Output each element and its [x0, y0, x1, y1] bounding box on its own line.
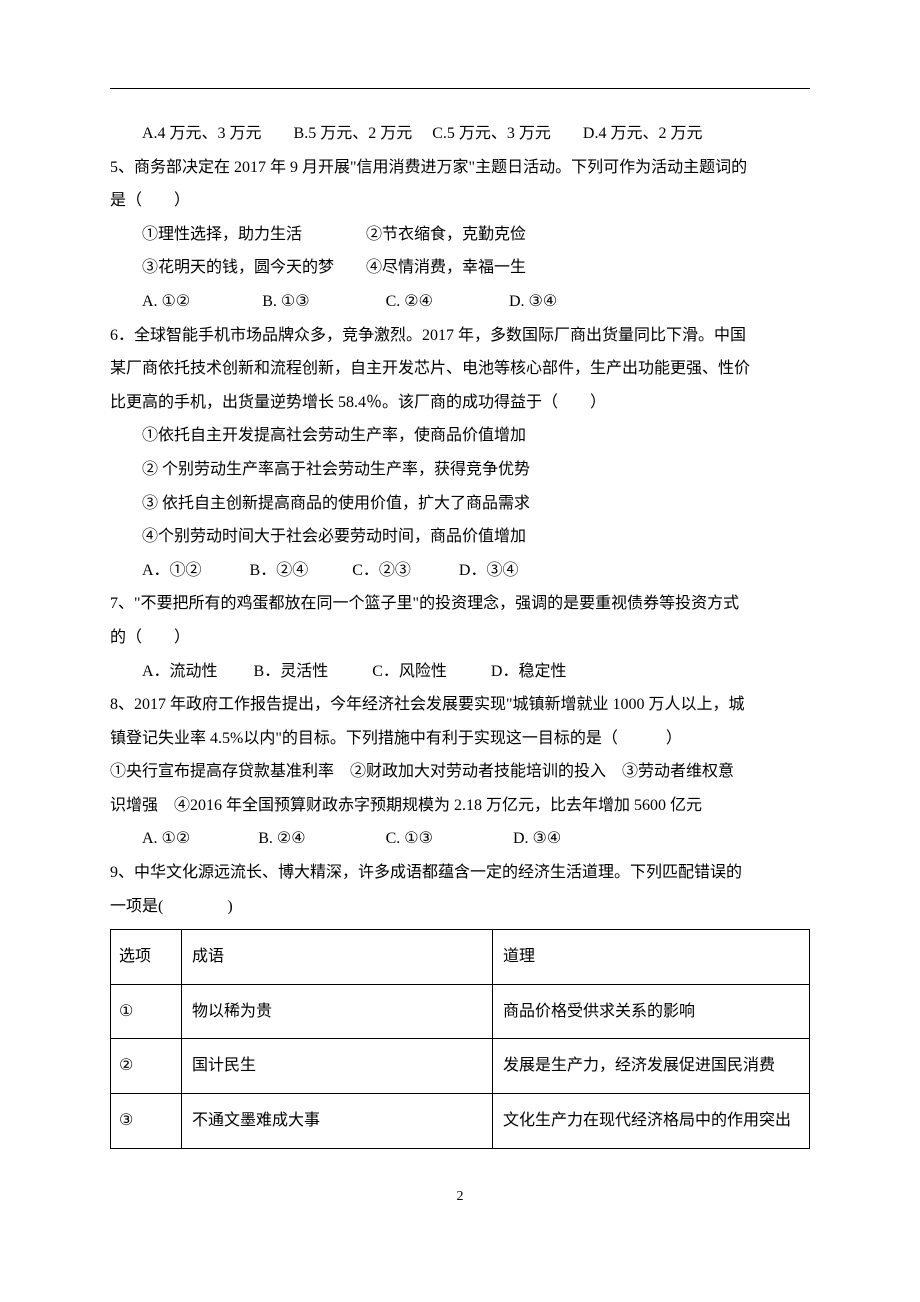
table-cell-idiom: 国计民生 — [182, 1039, 493, 1094]
page-number: 2 — [110, 1189, 810, 1205]
table-cell-option: ② — [111, 1039, 182, 1094]
table-header-idiom: 成语 — [182, 930, 493, 985]
q9-stem-line2: 一项是( ) — [110, 890, 810, 924]
q5-item2: ③花明天的钱，圆今天的梦 ④尽情消费，幸福一生 — [110, 251, 810, 285]
q8-stem-line2: 镇登记失业率 4.5%以内"的目标。下列措施中有利于实现这一目标的是（ ） — [110, 722, 810, 756]
q4-options: A.4 万元、3 万元 B.5 万元、2 万元 C.5 万元、3 万元 D.4 … — [110, 117, 810, 151]
table-cell-reason: 商品价格受供求关系的影响 — [493, 984, 810, 1039]
table-cell-option: ③ — [111, 1094, 182, 1149]
q7-stem-line2: 的（ ） — [110, 621, 810, 655]
q5-item1: ①理性选择，助力生活 ②节衣缩食，克勤克俭 — [110, 218, 810, 252]
table-header-option: 选项 — [111, 930, 182, 985]
q6-stem-line1: 6．全球智能手机市场品牌众多，竞争激烈。2017 年，多数国际厂商出货量同比下滑… — [110, 319, 810, 353]
document-page: A.4 万元、3 万元 B.5 万元、2 万元 C.5 万元、3 万元 D.4 … — [0, 0, 920, 1245]
table-cell-reason: 发展是生产力，经济发展促进国民消费 — [493, 1039, 810, 1094]
table-row: ② 国计民生 发展是生产力，经济发展促进国民消费 — [111, 1039, 810, 1094]
table-cell-option: ① — [111, 984, 182, 1039]
q8-stem-line4: 识增强 ④2016 年全国预算财政赤字预期规模为 2.18 万亿元，比去年增加 … — [110, 789, 810, 823]
q6-item4: ④个别劳动时间大于社会必要劳动时间，商品价值增加 — [110, 520, 810, 554]
table-header-reason: 道理 — [493, 930, 810, 985]
table-header-row: 选项 成语 道理 — [111, 930, 810, 985]
q5-stem-line2: 是（ ） — [110, 184, 810, 218]
q6-item2: ② 个别劳动生产率高于社会劳动生产率，获得竞争优势 — [110, 453, 810, 487]
q6-item1: ①依托自主开发提高社会劳动生产率，使商品价值增加 — [110, 419, 810, 453]
top-rule — [110, 88, 810, 89]
table-row: ③ 不通文墨难成大事 文化生产力在现代经济格局中的作用突出 — [111, 1094, 810, 1149]
q7-options: A．流动性 B．灵活性 C．风险性 D．稳定性 — [110, 655, 810, 689]
table-cell-idiom: 不通文墨难成大事 — [182, 1094, 493, 1149]
q8-stem-line3: ①央行宣布提高存贷款基准利率 ②财政加大对劳动者技能培训的投入 ③劳动者维权意 — [110, 755, 810, 789]
table-row: ① 物以稀为贵 商品价格受供求关系的影响 — [111, 984, 810, 1039]
q6-stem-line2: 某厂商依托技术创新和流程创新，自主开发芯片、电池等核心部件，生产出功能更强、性价 — [110, 352, 810, 386]
q6-item3: ③ 依托自主创新提高商品的使用价值，扩大了商品需求 — [110, 487, 810, 521]
q6-options: A．①② B．②④ C．②③ D．③④ — [110, 554, 810, 588]
document-content: A.4 万元、3 万元 B.5 万元、2 万元 C.5 万元、3 万元 D.4 … — [110, 117, 810, 1149]
table-cell-idiom: 物以稀为贵 — [182, 984, 493, 1039]
q8-options: A. ①② B. ②④ C. ①③ D. ③④ — [110, 822, 810, 856]
q6-stem-line3: 比更高的手机，出货量逆势增长 58.4％。该厂商的成功得益于（ ） — [110, 386, 810, 420]
q8-stem-line1: 8、2017 年政府工作报告提出，今年经济社会发展要实现"城镇新增就业 1000… — [110, 688, 810, 722]
q5-stem-line1: 5、商务部决定在 2017 年 9 月开展"信用消费进万家"主题日活动。下列可作… — [110, 151, 810, 185]
table-cell-reason: 文化生产力在现代经济格局中的作用突出 — [493, 1094, 810, 1149]
q5-options: A. ①② B. ①③ C. ②④ D. ③④ — [110, 285, 810, 319]
q7-stem-line1: 7、"不要把所有的鸡蛋都放在同一个篮子里"的投资理念，强调的是要重视债券等投资方… — [110, 587, 810, 621]
q9-table: 选项 成语 道理 ① 物以稀为贵 商品价格受供求关系的影响 ② 国计民生 发展是… — [110, 929, 810, 1148]
q9-stem-line1: 9、中华文化源远流长、博大精深，许多成语都蕴含一定的经济生活道理。下列匹配错误的 — [110, 856, 810, 890]
